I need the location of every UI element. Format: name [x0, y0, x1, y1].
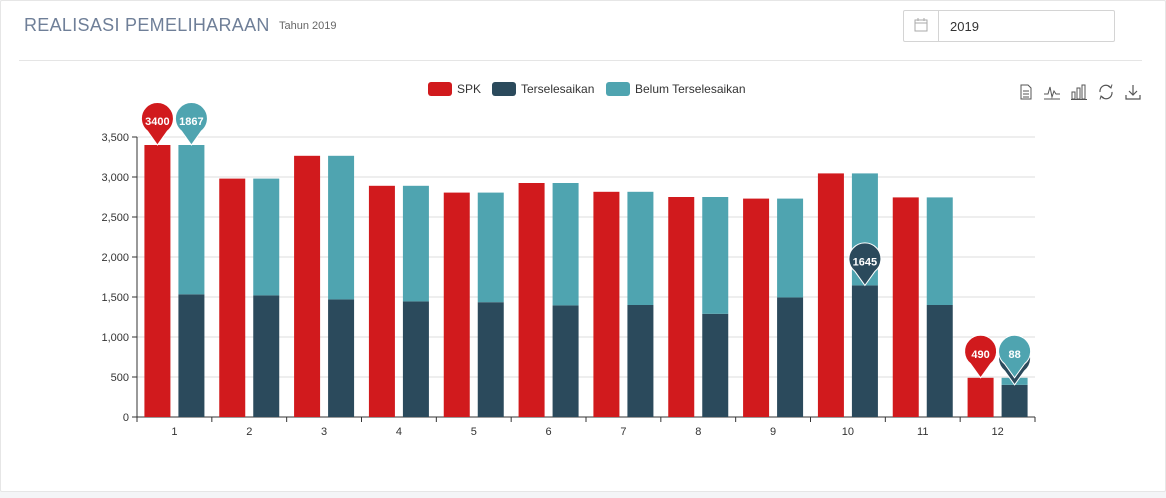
bar-terselesaikan [1001, 384, 1028, 417]
download-icon[interactable] [1124, 83, 1142, 101]
marker-pin [174, 102, 208, 146]
x-tick-label: 9 [770, 426, 776, 438]
y-tick-label: 3,000 [101, 172, 129, 184]
bar-spk [892, 197, 919, 417]
bar-belum-terselesaikan [402, 185, 429, 302]
bar-spk [967, 377, 994, 417]
y-tick-label: 2,000 [101, 252, 129, 264]
y-tick-label: 0 [123, 412, 129, 424]
bar-spk [443, 192, 470, 417]
bar-belum-terselesaikan [777, 198, 804, 298]
bar-belum-terselesaikan [328, 155, 355, 300]
legend-label-terselesaikan: Terselesaikan [521, 82, 595, 96]
marker-pin [998, 334, 1032, 379]
bar-spk [817, 173, 844, 417]
x-tick-label: 2 [246, 426, 252, 438]
refresh-icon[interactable] [1097, 83, 1115, 101]
bar-belum-terselesaikan [702, 197, 729, 314]
x-tick-label: 6 [546, 426, 552, 438]
calendar-icon[interactable] [904, 11, 939, 41]
bar-terselesaikan [178, 294, 205, 417]
page-subtitle: Tahun 2019 [279, 20, 337, 32]
bar-terselesaikan [552, 305, 579, 417]
y-tick-label: 2,500 [101, 212, 129, 224]
legend-label-belum: Belum Terselesaikan [635, 82, 746, 96]
bar-spk [219, 178, 246, 417]
bar-terselesaikan [477, 302, 504, 417]
bar-belum-terselesaikan [926, 197, 953, 305]
x-tick-label: 11 [917, 426, 928, 438]
bar-terselesaikan [926, 305, 953, 417]
header-divider [19, 60, 1142, 61]
bar-terselesaikan [851, 285, 878, 417]
marker-label: 1867 [179, 116, 203, 128]
bar-spk [294, 155, 321, 418]
marker-label: 1645 [853, 256, 877, 268]
legend-swatch-terselesaikan [492, 82, 516, 96]
x-tick-label: 8 [695, 426, 701, 438]
marker-label: 3400 [145, 116, 169, 128]
year-value[interactable]: 2019 [950, 19, 979, 34]
x-tick-label: 5 [471, 426, 477, 438]
marker-pin [140, 102, 174, 146]
page-title: REALISASI PEMELIHARAAN [24, 15, 270, 35]
x-tick-label: 12 [991, 426, 1003, 438]
marker-pin [964, 334, 998, 379]
y-tick-label: 1,500 [101, 292, 129, 304]
bar-spk [743, 198, 770, 417]
marker-pin [848, 242, 882, 287]
legend-label-spk: SPK [457, 82, 482, 96]
legend-swatch-belum [606, 82, 630, 96]
data-view-icon[interactable] [1017, 83, 1035, 101]
bar-belum-terselesaikan [627, 191, 654, 305]
line-chart-icon[interactable] [1043, 83, 1061, 101]
bar-spk [144, 145, 171, 417]
x-tick-label: 10 [842, 426, 854, 438]
bar-terselesaikan [328, 299, 355, 417]
x-tick-label: 4 [396, 426, 402, 438]
x-tick-label: 1 [171, 426, 177, 438]
bar-chart-icon[interactable] [1070, 83, 1088, 101]
bar-belum-terselesaikan [552, 183, 579, 306]
bar-terselesaikan [627, 305, 654, 417]
y-tick-label: 3,500 [101, 132, 129, 144]
marker-label: 88 [1008, 349, 1020, 361]
y-tick-label: 1,000 [101, 332, 129, 344]
marker-label: 490 [971, 349, 989, 361]
x-tick-label: 3 [321, 426, 327, 438]
bar-spk [593, 191, 620, 417]
bar-spk [518, 183, 545, 417]
bar-belum-terselesaikan [253, 178, 280, 296]
bar-belum-terselesaikan [178, 145, 205, 295]
bar-terselesaikan [702, 313, 729, 417]
bar-belum-terselesaikan [477, 192, 504, 303]
bar-terselesaikan [777, 297, 804, 417]
y-tick-label: 500 [111, 372, 129, 384]
bar-spk [668, 197, 695, 417]
x-tick-label: 7 [620, 426, 626, 438]
legend-swatch-spk [428, 82, 452, 96]
bar-spk [368, 185, 395, 417]
year-picker[interactable]: 2019 [903, 10, 1115, 42]
bar-terselesaikan [253, 295, 280, 417]
bar-terselesaikan [402, 301, 429, 417]
